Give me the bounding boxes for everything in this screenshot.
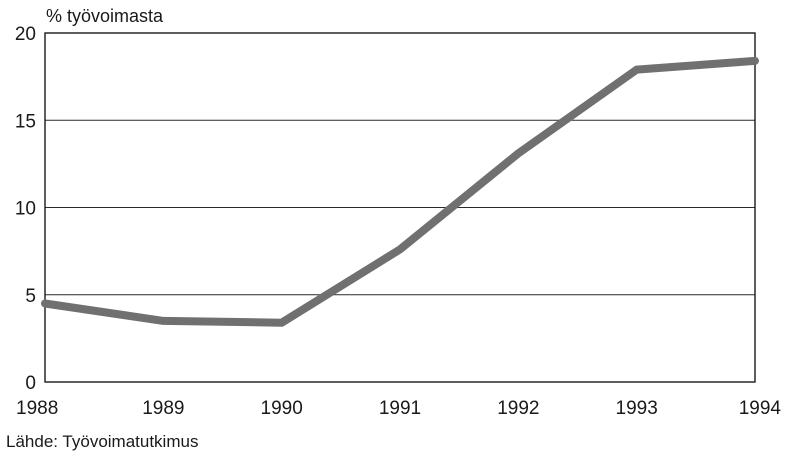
y-tick-labels: 0 5 10 15 20 [15,24,36,394]
x-tick-label-1989: 1989 [142,398,184,419]
data-point-1989 [162,320,164,322]
grid-lines [45,119,755,296]
plot-frame [44,32,756,383]
data-point-1991 [399,248,401,250]
y-tick-label-10: 10 [15,199,36,220]
data-point-1990 [281,322,283,324]
x-tick-label-1988: 1988 [16,398,58,419]
y-tick-label-0: 0 [25,373,36,394]
series-line-0 [41,56,759,327]
x-tick-labels: 1988 1989 1990 1991 1992 1993 1994 [16,398,781,419]
y-axis-title: % työvoimasta [46,6,164,26]
y-tick-label-20: 20 [15,24,36,45]
x-tick-label-1992: 1992 [497,398,539,419]
y-tick-label-5: 5 [25,286,36,307]
x-tick-label-1990: 1990 [261,398,303,419]
data-point-1992 [517,152,519,154]
data-point-1993 [636,69,638,71]
series-layer [41,56,759,327]
x-tick-label-1993: 1993 [616,398,658,419]
y-tick-label-15: 15 [15,111,36,132]
data-point-1994 [754,60,756,62]
source-note: Lähde: Työvoimatutkimus [6,432,198,451]
data-point-1988 [44,302,46,304]
x-tick-label-1994: 1994 [739,398,782,419]
x-tick-label-1991: 1991 [379,398,421,419]
